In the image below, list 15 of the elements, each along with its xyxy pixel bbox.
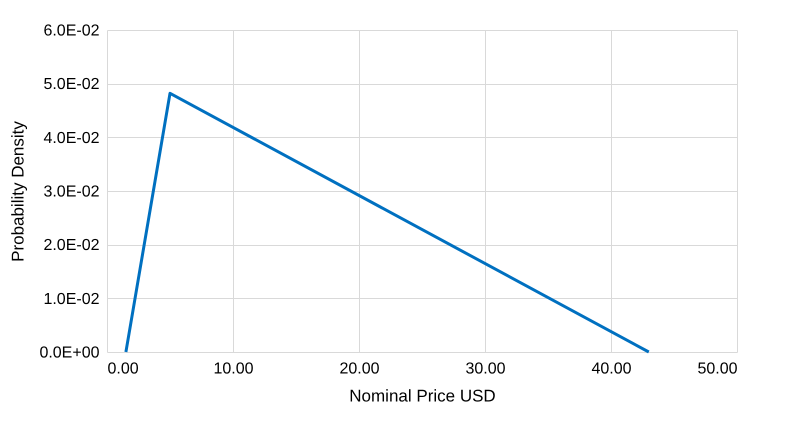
x-tick-label: 20.00: [339, 360, 380, 378]
x-tick-label: 0.00: [108, 360, 139, 378]
y-tick-label: 6.0E-02: [43, 22, 100, 40]
x-tick-label: 30.00: [465, 360, 506, 378]
x-axis-title: Nominal Price USD: [349, 386, 496, 406]
y-tick-label: 2.0E-02: [43, 237, 100, 254]
y-tick-label: 5.0E-02: [43, 76, 100, 94]
x-tick-label: 50.00: [697, 360, 738, 378]
x-tick-label: 10.00: [213, 360, 254, 378]
x-tick-label: 40.00: [591, 360, 632, 378]
y-axis-title: Probability Density: [8, 120, 28, 262]
y-tick-label: 1.0E-02: [43, 290, 100, 308]
y-tick-label: 3.0E-02: [43, 184, 100, 200]
y-tick-label: 0.0E+00: [39, 344, 100, 362]
y-tick-label: 4.0E-02: [43, 130, 100, 147]
